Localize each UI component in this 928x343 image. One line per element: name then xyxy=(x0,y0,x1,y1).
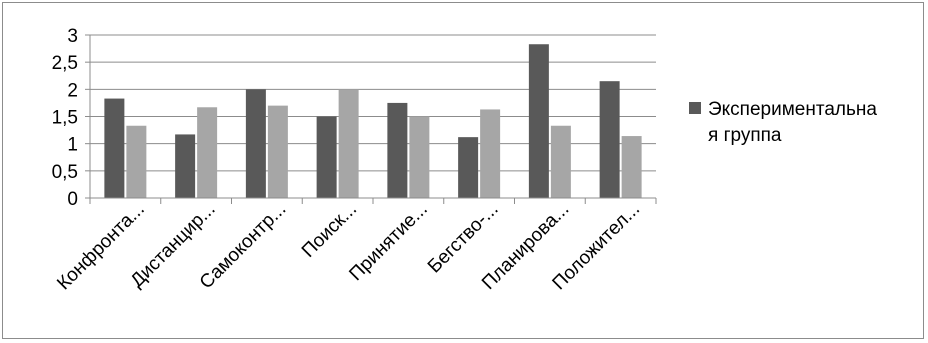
y-tick-label: 0 xyxy=(67,189,78,210)
bar-series-2 xyxy=(126,125,147,198)
bar-series-2 xyxy=(267,105,288,198)
bar-series-1 xyxy=(599,81,620,198)
legend-label-line-1: Экспериментальна xyxy=(708,99,877,120)
bar-series-2 xyxy=(338,89,359,198)
y-tick-label: 0,5 xyxy=(52,162,78,183)
bar-series-1 xyxy=(175,134,196,198)
category-label: Поиск... xyxy=(298,199,361,262)
bar-series-2 xyxy=(480,109,501,198)
legend-swatch xyxy=(689,102,701,114)
bar-series-1 xyxy=(528,44,549,199)
axes xyxy=(85,34,657,204)
bar-series-2 xyxy=(550,125,571,198)
y-tick-label: 1,5 xyxy=(52,108,78,129)
gridlines xyxy=(90,34,656,172)
bar-series-2 xyxy=(409,116,430,198)
bars xyxy=(104,44,642,199)
y-tick-label: 2,5 xyxy=(52,53,78,74)
legend-label-line-2: я группа xyxy=(708,125,782,146)
bar-series-1 xyxy=(458,137,479,198)
y-tick-label: 2 xyxy=(67,80,78,101)
bar-series-1 xyxy=(387,102,408,198)
bar-series-2 xyxy=(621,136,642,198)
bar-series-1 xyxy=(245,89,266,198)
bar-series-1 xyxy=(316,116,337,198)
y-axis-tick-labels: 0 0,5 1 1,5 2 2,5 3 xyxy=(52,26,78,210)
x-axis-category-labels: Конфронта...Дистанцир...Самоконтр... Поис… xyxy=(53,199,644,295)
y-tick-label: 3 xyxy=(67,26,78,47)
legend: Экспериментальна я группа xyxy=(689,99,877,146)
y-tick-label: 1 xyxy=(67,135,78,156)
bar-series-1 xyxy=(104,98,125,198)
bar-series-2 xyxy=(197,107,218,198)
